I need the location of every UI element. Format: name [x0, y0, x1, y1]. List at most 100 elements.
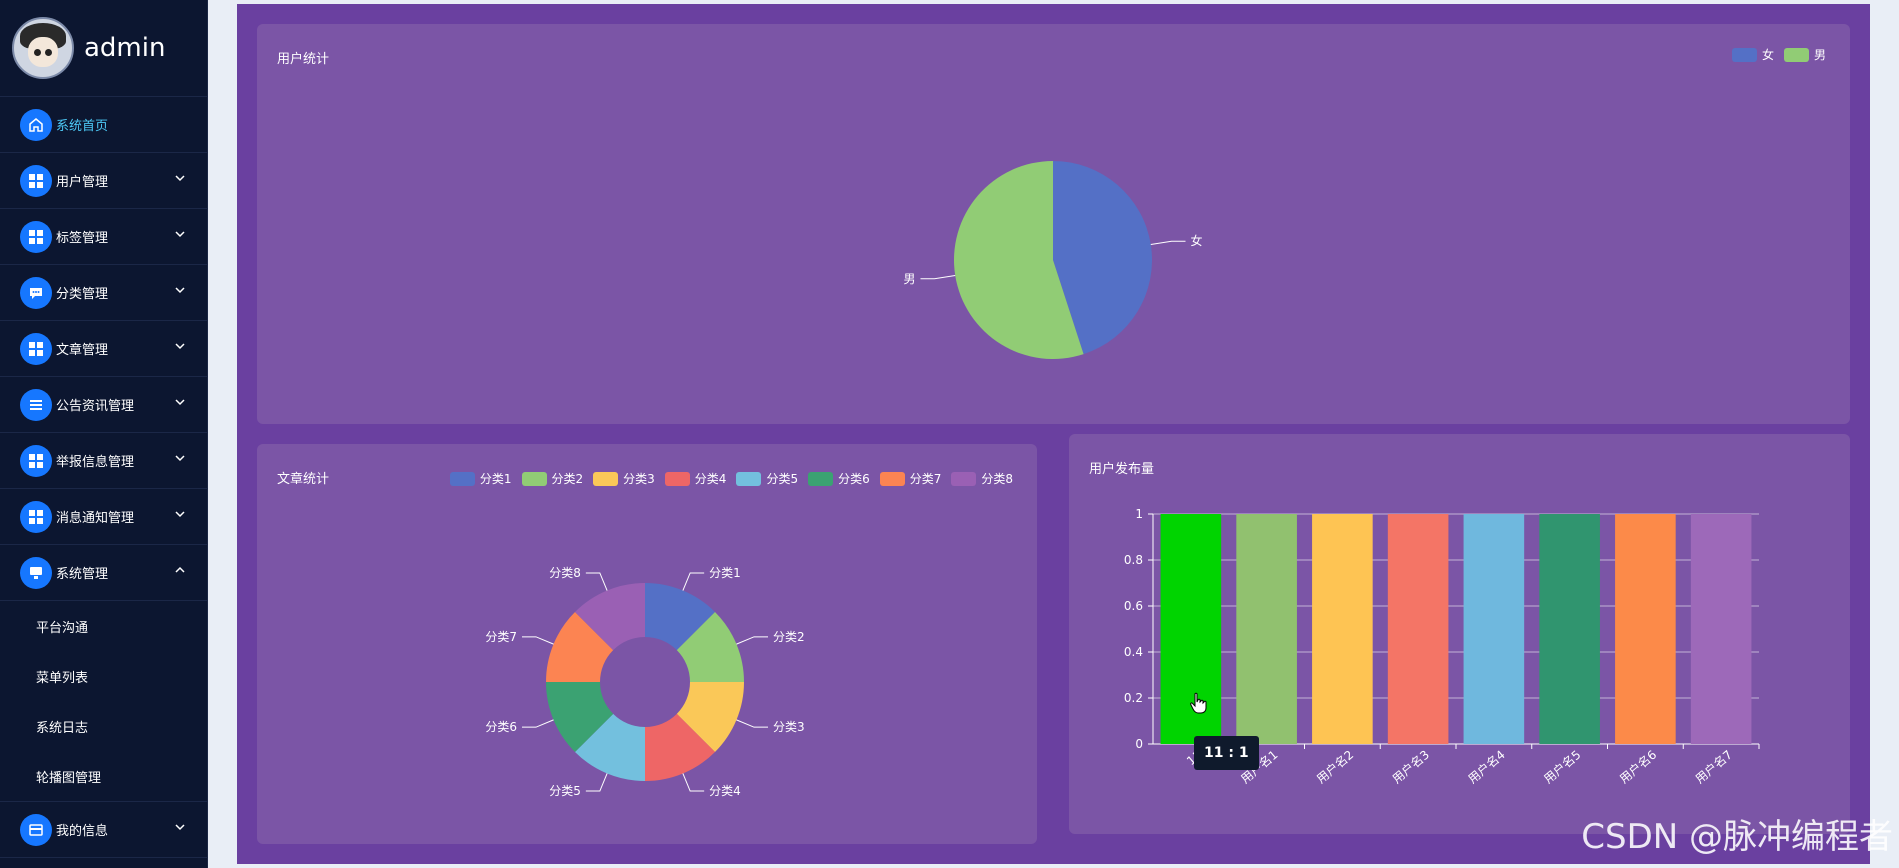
sidebar: admin 系统首页 用户管理 标签管理 分类管理 文章管理 [0, 0, 208, 868]
submenu-item-platform-chat[interactable]: 平台沟通 [36, 620, 89, 636]
bar[interactable] [1615, 514, 1676, 744]
menu-item-tag-management[interactable]: 标签管理 [0, 209, 207, 265]
avatar[interactable] [12, 17, 74, 79]
bar[interactable] [1539, 514, 1600, 744]
menu-item-user-management[interactable]: 用户管理 [0, 153, 207, 209]
pie-slice[interactable] [574, 713, 645, 781]
legend-label: 分类2 [551, 472, 584, 486]
menu-item-home[interactable]: 系统首页 [0, 97, 207, 153]
list-icon [20, 388, 52, 421]
monitor-icon [20, 556, 52, 589]
pie-slice[interactable] [645, 583, 716, 651]
label-leader-line [521, 636, 554, 645]
menu-item-announcement-management[interactable]: 公告资讯管理 [0, 377, 207, 433]
submenu-item-menu-list[interactable]: 菜单列表 [36, 670, 89, 686]
legend-label: 分类6 [838, 472, 870, 486]
pie-label: 分类8 [549, 566, 581, 580]
legend-swatch [1731, 47, 1757, 62]
pie-label: 分类7 [485, 630, 517, 644]
chart-tooltip: 11 : 1 [1194, 736, 1259, 770]
pie-label: 分类6 [485, 720, 517, 734]
user-stats-panel: 用户统计 女男 女男 [257, 24, 1850, 424]
dashboard-main: 用户统计 女男 女男 文章统计 分类1 分类2 分类3 分类4 分类5 分类6 分类7 分类8… [237, 4, 1870, 864]
gender-pie-chart: 女男 [903, 161, 1203, 359]
legend-label: 分类3 [623, 472, 655, 486]
menu-item-category-management[interactable]: 分类管理 [0, 265, 207, 321]
label-leader-line [682, 773, 705, 792]
message-icon [20, 276, 52, 309]
menu-label: 消息通知管理 [56, 511, 135, 526]
legend-item[interactable]: 分类8 [951, 470, 1013, 487]
legend-item[interactable]: 女 [1731, 46, 1774, 63]
menu-label: 我的信息 [56, 824, 109, 839]
pie-slice[interactable] [676, 682, 744, 753]
home-icon [20, 108, 52, 141]
bar[interactable] [1312, 514, 1373, 744]
label-leader-line [736, 719, 769, 728]
legend-label: 分类1 [479, 472, 512, 486]
grid-icon [20, 500, 52, 533]
pie-label: 男 [903, 272, 915, 286]
legend-label: 分类5 [766, 472, 799, 486]
menu-label: 标签管理 [56, 231, 109, 246]
bar[interactable] [1236, 514, 1297, 744]
label-leader-line [736, 636, 769, 645]
legend-item[interactable]: 分类3 [593, 470, 655, 487]
legend-label: 分类4 [694, 472, 727, 486]
legend-item[interactable]: 分类1 [449, 470, 512, 487]
legend-label: 分类7 [909, 472, 942, 486]
legend-swatch [664, 471, 690, 486]
submenu-item-system-log[interactable]: 系统日志 [36, 720, 89, 736]
label-leader-line [521, 719, 554, 728]
category-donut-chart: 分类1 分类2 分类3 分类4 分类5 分类6 分类7 分类8 [485, 566, 805, 798]
pie-slice[interactable] [546, 611, 614, 682]
chevron-down-icon [175, 399, 185, 406]
chevron-down-icon [175, 824, 185, 831]
menu-label: 举报信息管理 [56, 455, 135, 470]
legend-label: 女 [1761, 48, 1774, 62]
pie-slice[interactable] [574, 583, 645, 651]
pie-label: 分类2 [773, 630, 805, 644]
chevron-down-icon [175, 231, 185, 238]
x-tick-label: 用户名2 [1313, 747, 1356, 787]
x-tick-label: 用户名3 [1389, 747, 1432, 787]
legend-swatch [951, 471, 977, 486]
chart-legend: 分类1 分类2 分类3 分类4 分类5 分类6 分类7 分类8 [440, 470, 1013, 487]
legend-item[interactable]: 分类6 [808, 470, 870, 487]
bar[interactable] [1387, 514, 1449, 744]
menu-label: 用户管理 [56, 175, 109, 190]
menu-item-notification-management[interactable]: 消息通知管理 [0, 489, 207, 545]
submenu-item-carousel-management[interactable]: 轮播图管理 [0, 751, 207, 802]
chevron-down-icon [175, 455, 185, 462]
menu-item-article-management[interactable]: 文章管理 [0, 321, 207, 377]
label-leader-line [585, 572, 608, 591]
menu-item-system-management[interactable]: 系统管理 [0, 545, 207, 601]
legend-item[interactable]: 男 [1783, 46, 1826, 63]
grid-icon [20, 332, 52, 365]
menu-item-report-management[interactable]: 举报信息管理 [0, 433, 207, 489]
legend-item[interactable]: 分类2 [521, 470, 584, 487]
label-leader-line [682, 572, 705, 591]
pie-slice[interactable] [676, 611, 744, 682]
bar[interactable] [1690, 514, 1752, 744]
label-leader-line [585, 773, 608, 792]
menu-item-my-info[interactable]: 我的信息 [0, 802, 207, 858]
pie-label: 分类1 [709, 566, 741, 580]
pie-slice[interactable] [1053, 161, 1152, 355]
chart-legend: 女男 [1722, 46, 1826, 63]
legend-swatch [593, 471, 619, 486]
bar[interactable] [1463, 514, 1525, 744]
legend-swatch [879, 471, 905, 486]
chevron-down-icon [175, 287, 185, 294]
menu-label: 公告资讯管理 [56, 399, 135, 414]
legend-item[interactable]: 分类5 [736, 470, 798, 487]
y-tick-label: 0.6 [1124, 599, 1143, 613]
y-tick-label: 0.8 [1124, 553, 1143, 567]
legend-item[interactable]: 分类4 [664, 470, 727, 487]
legend-item[interactable]: 分类7 [879, 470, 942, 487]
pie-slice[interactable] [645, 713, 716, 781]
pie-slice[interactable] [954, 161, 1084, 359]
pie-slice[interactable] [546, 682, 614, 753]
hand-cursor-icon [1190, 692, 1207, 714]
menu-label: 系统首页 [56, 119, 109, 134]
